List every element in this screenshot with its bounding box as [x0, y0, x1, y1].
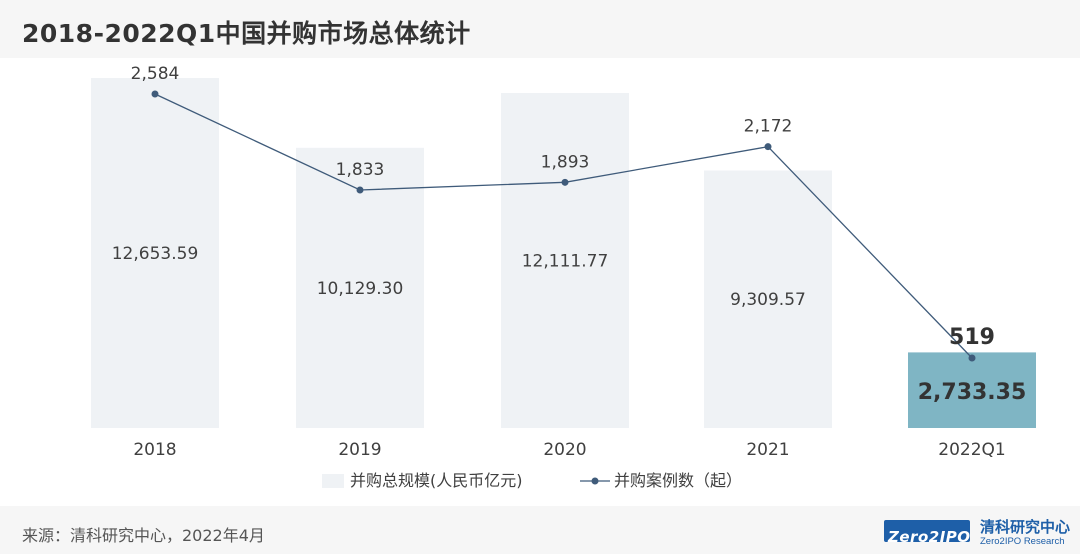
logo-mark-text: Zero2IPO: [888, 528, 971, 546]
bar-value-label-2020: 12,111.77: [522, 251, 609, 271]
zero2ipo-logo: Zero2IPO 清科研究中心 Zero2IPO Research: [884, 514, 1074, 550]
logo-mark: Zero2IPO: [884, 520, 970, 546]
bar-2022Q1: [908, 352, 1036, 428]
line-value-label-2022Q1: 519: [949, 325, 995, 350]
bar-value-label-2021: 9,309.57: [730, 290, 806, 310]
chart-panel: 12,653.59 10,129.30 12,111.77 9,309.57 2,733…: [0, 58, 1080, 506]
line-point-2019: [356, 186, 364, 194]
bar-2019: [296, 147, 424, 428]
bar-2018: [91, 78, 219, 428]
footer: 来源：清科研究中心，2022年4月 Zero2IPO 清科研究中心 Zero2I…: [0, 506, 1080, 554]
line-value-label-2019: 1,833: [336, 160, 385, 180]
x-tick-label-2021: 2021: [746, 440, 789, 460]
legend-line-marker: [591, 477, 599, 485]
line-point-2022Q1: [968, 354, 976, 362]
logo-name-en: Zero2IPO Research: [980, 536, 1065, 547]
x-tick-label-2020: 2020: [543, 440, 586, 460]
chart-canvas: 12,653.59 10,129.30 12,111.77 9,309.57 2,733…: [91, 64, 1036, 490]
line-value-label-2018: 2,584: [131, 64, 180, 84]
x-tick-label-2019: 2019: [338, 440, 381, 460]
legend-line-label: 并购案例数（起）: [614, 471, 742, 490]
line-value-label-2020: 1,893: [541, 152, 590, 172]
bar-2020: [501, 92, 629, 428]
legend-bar-swatch: [322, 474, 344, 488]
bar-value-label-2022Q1: 2,733.35: [918, 380, 1027, 405]
line-value-label-2021: 2,172: [744, 117, 793, 137]
bar-value-label-2019: 10,129.30: [317, 279, 404, 299]
line-point-2021: [764, 143, 772, 151]
x-tick-label-2022Q1: 2022Q1: [938, 440, 1005, 460]
source-note: 来源：清科研究中心，2022年4月: [22, 526, 265, 545]
bar-value-label-2018: 12,653.59: [112, 244, 199, 264]
logo-name-cn: 清科研究中心: [980, 518, 1071, 536]
x-tick-label-2018: 2018: [133, 440, 176, 460]
chart-title: 2018-2022Q1中国并购市场总体统计: [22, 19, 471, 48]
line-point-2018: [151, 90, 159, 98]
legend-bar-label: 并购总规模(人民币亿元): [350, 471, 523, 490]
bar-2021: [704, 170, 832, 428]
line-point-2020: [561, 178, 569, 186]
